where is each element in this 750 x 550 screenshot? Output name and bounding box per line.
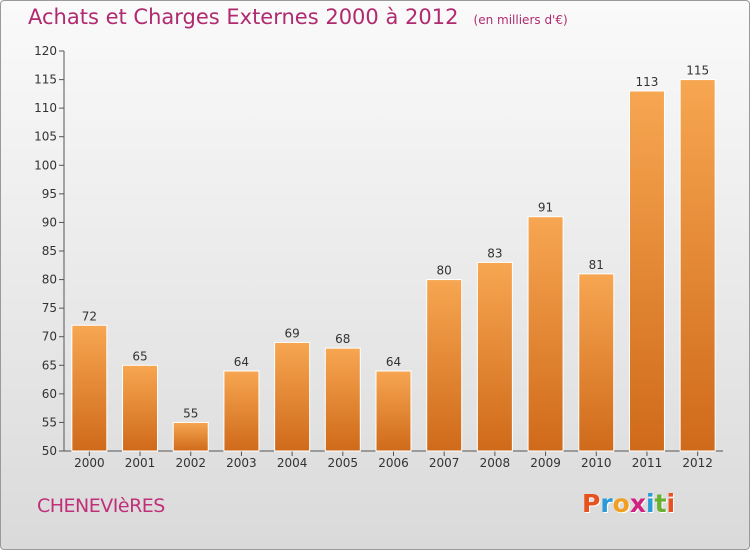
- y-tick-label: 100: [34, 158, 57, 172]
- x-tick-label: 2008: [480, 456, 511, 470]
- logo-letter: i: [646, 489, 655, 518]
- x-tick-label: 2011: [632, 456, 663, 470]
- y-tick-label: 50: [42, 444, 57, 458]
- y-tick-label: 90: [42, 215, 57, 229]
- y-tick-label: 95: [42, 187, 57, 201]
- data-label-2002: 55: [183, 406, 198, 420]
- x-tick-label: 2003: [226, 456, 257, 470]
- bar-2010: [578, 273, 615, 452]
- data-label-2006: 64: [386, 355, 401, 369]
- bar-2011: [628, 90, 665, 452]
- bar-2004: [274, 341, 311, 452]
- data-label-2001: 65: [132, 349, 147, 363]
- y-tick-label: 105: [34, 130, 57, 144]
- data-label-2011: 113: [636, 75, 659, 89]
- logo-letter: o: [612, 489, 630, 518]
- y-tick-label: 65: [42, 358, 57, 372]
- y-tick-label: 75: [42, 301, 57, 315]
- x-tick-label: 2001: [125, 456, 156, 470]
- logo-letter: P: [582, 489, 601, 518]
- x-tick-label: 2002: [175, 456, 206, 470]
- data-label-2010: 81: [589, 258, 604, 272]
- bar-2012: [679, 79, 716, 452]
- y-tick-label: 85: [42, 244, 57, 258]
- x-tick-label: 2004: [277, 456, 308, 470]
- logo-letter: i: [666, 489, 676, 518]
- bar-2005: [324, 347, 361, 452]
- chart-header: Achats et Charges Externes 2000 à 2012 (…: [28, 5, 568, 29]
- bar-2003: [223, 370, 260, 452]
- data-label-2005: 68: [335, 332, 350, 346]
- proxiti-logo[interactable]: Proxiti: [582, 489, 675, 518]
- y-tick-label: 110: [34, 101, 57, 115]
- commune-name: CHENEVIèRES: [37, 495, 165, 517]
- y-tick-label: 80: [42, 273, 57, 287]
- x-tick-label: 2000: [74, 456, 105, 470]
- bar-2008: [476, 261, 513, 452]
- data-label-2009: 91: [538, 201, 553, 215]
- chart-title: Achats et Charges Externes 2000 à 2012: [28, 5, 459, 29]
- logo-letter: r: [600, 489, 613, 518]
- data-label-2003: 64: [234, 355, 249, 369]
- bar-2001: [122, 364, 159, 452]
- y-tick-label: 70: [42, 330, 57, 344]
- x-tick-label: 2006: [378, 456, 409, 470]
- bar-2009: [527, 216, 564, 452]
- data-labels: 72 65 55 64 69 68 64 80 83 91 81 113 115: [82, 64, 709, 421]
- data-label-2000: 72: [82, 309, 97, 323]
- data-label-2008: 83: [487, 246, 502, 260]
- y-tick-label: 120: [34, 44, 57, 58]
- x-tick-label: 2012: [682, 456, 713, 470]
- x-axis: 2000 2001 2002 2003 2004 2005 2006 2007 2008 2009…: [64, 450, 723, 470]
- data-label-2004: 69: [284, 326, 299, 340]
- logo-letter: t: [654, 489, 667, 518]
- bar-2006: [375, 370, 412, 452]
- data-label-2007: 80: [437, 264, 452, 278]
- logo-letter: x: [629, 489, 646, 518]
- y-axis: 50 55 60 65 70 75 80 85 90 95 100 105 110 115 120: [34, 44, 65, 458]
- bar-2002: [172, 421, 209, 452]
- x-tick-label: 2005: [328, 456, 359, 470]
- bar-2000: [71, 324, 108, 452]
- x-tick-label: 2010: [581, 456, 612, 470]
- y-tick-label: 60: [42, 387, 57, 401]
- y-tick-label: 115: [34, 73, 57, 87]
- bar-2007: [426, 279, 463, 452]
- data-label-2012: 115: [686, 64, 709, 78]
- bars: [71, 79, 716, 452]
- x-tick-label: 2007: [429, 456, 460, 470]
- chart-unit: (en milliers d'€): [473, 13, 568, 27]
- x-tick-label: 2009: [530, 456, 561, 470]
- y-tick-label: 55: [42, 415, 57, 429]
